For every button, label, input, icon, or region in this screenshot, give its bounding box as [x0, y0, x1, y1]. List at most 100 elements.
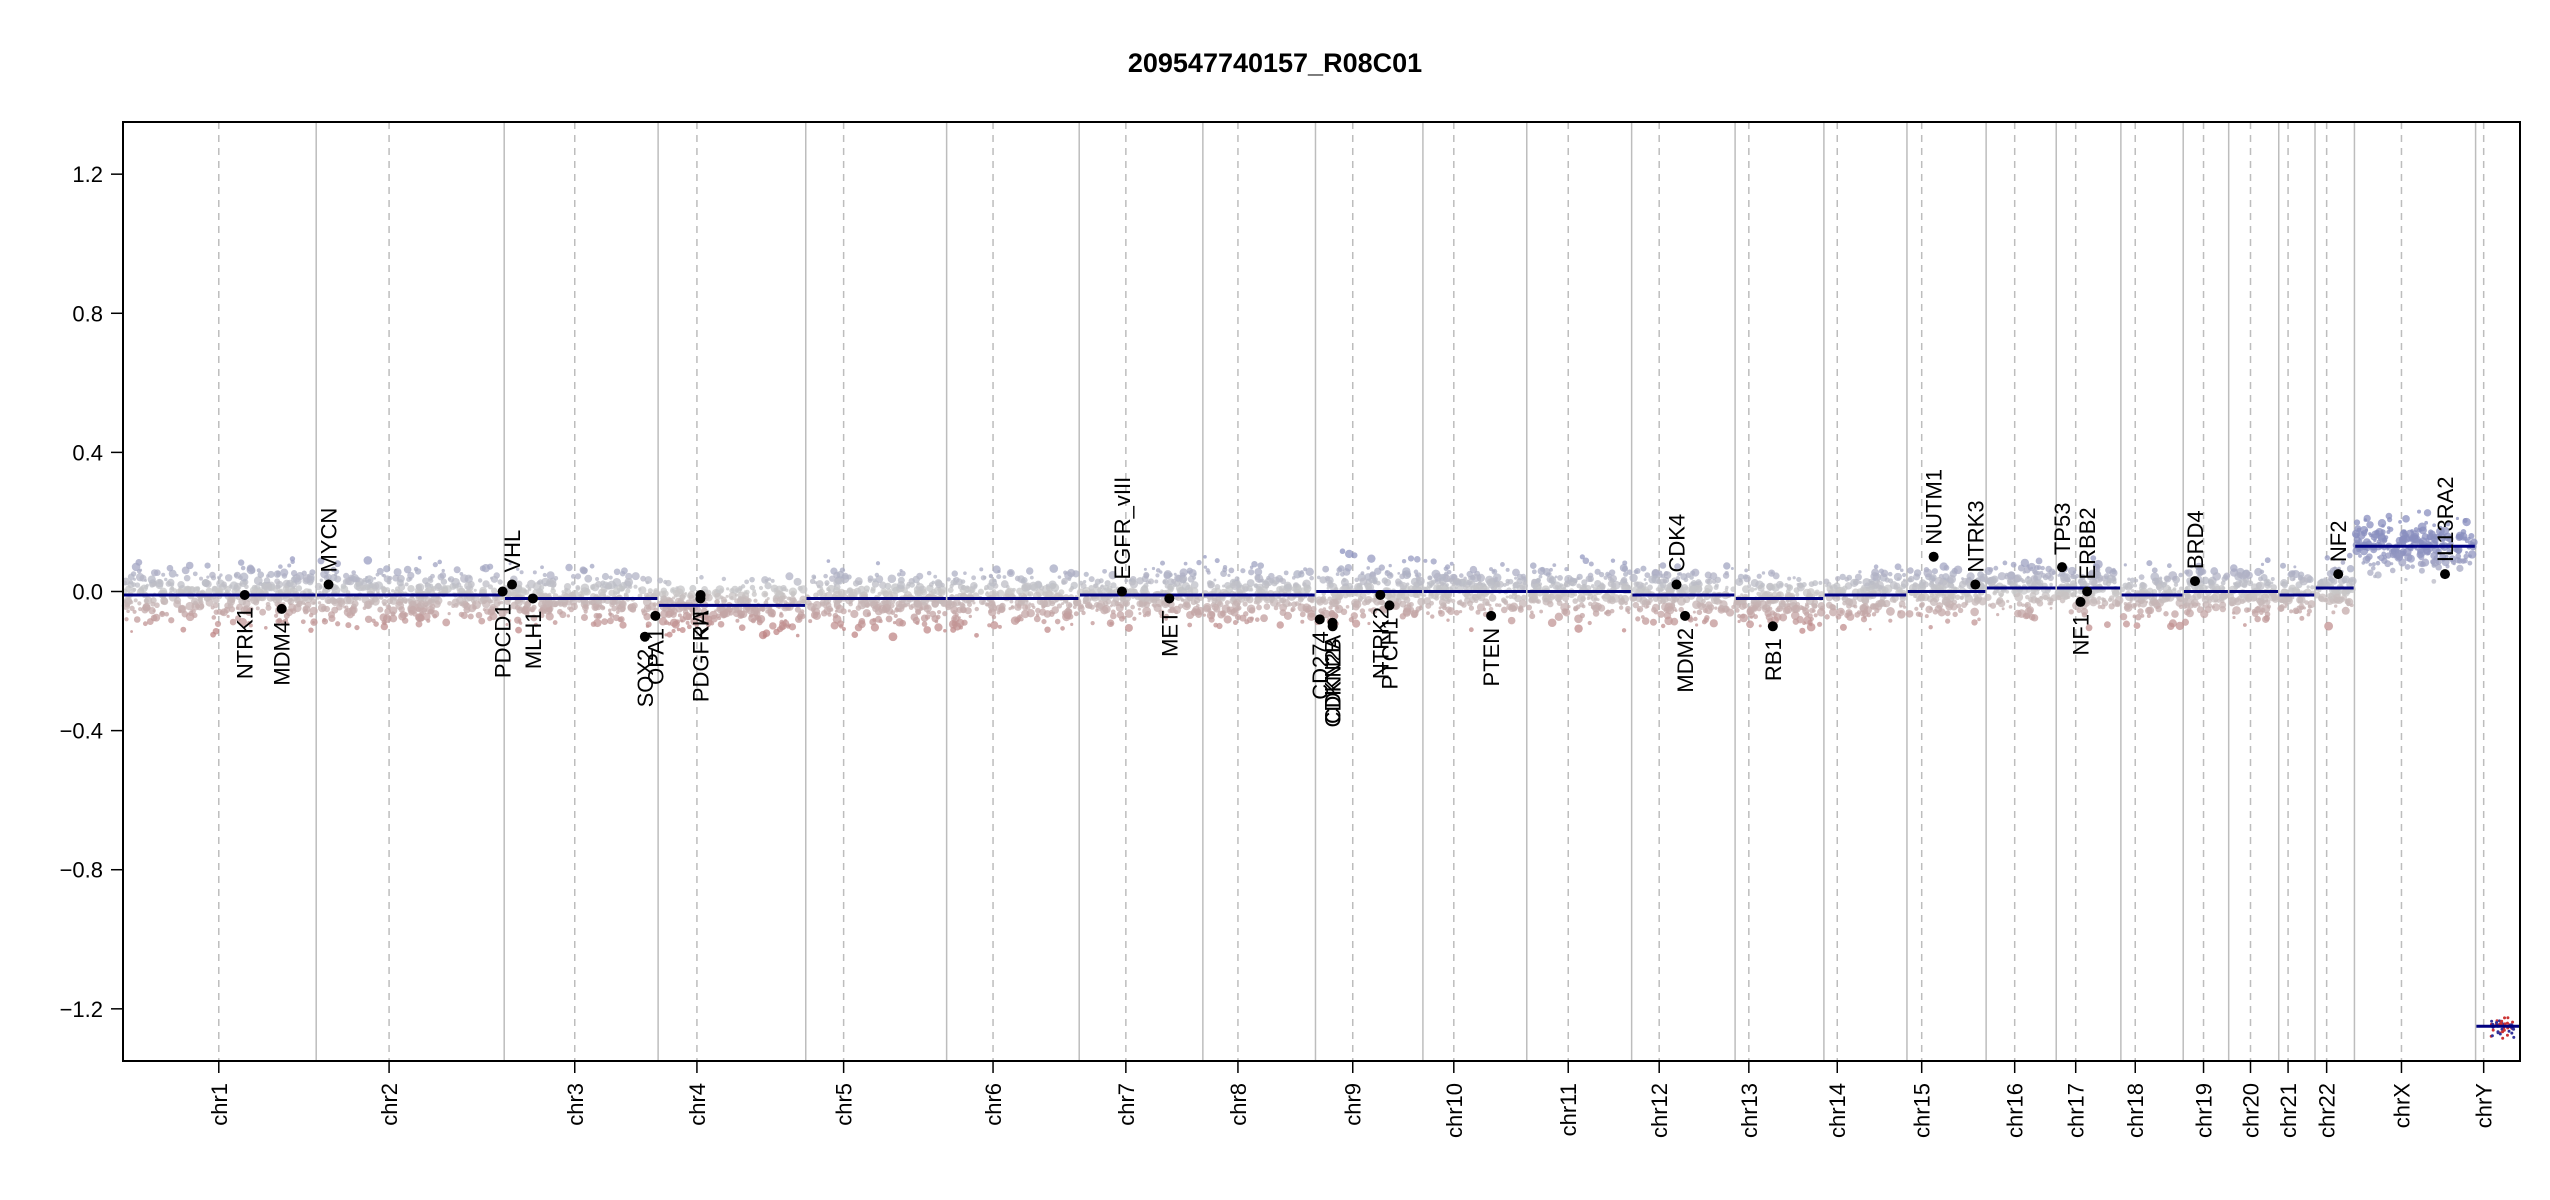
probe-point [1300, 619, 1305, 624]
probe-point [1360, 571, 1365, 576]
probe-point [177, 580, 185, 589]
probe-point [1061, 577, 1068, 585]
probe-point [2302, 590, 2307, 594]
probe-point [2398, 520, 2402, 524]
probe-point [1905, 610, 1914, 618]
probe-point [2133, 622, 2141, 629]
probe-point [1887, 571, 1893, 577]
probe-point [1530, 595, 1537, 601]
probe-point [1609, 608, 1615, 614]
probe-point [2030, 614, 2039, 622]
probe-point [665, 610, 673, 619]
probe-point [2346, 565, 2355, 573]
probe-point [1531, 569, 1537, 575]
probe-point [2021, 579, 2026, 584]
probe-point [1529, 562, 1537, 569]
probe-point [226, 614, 230, 618]
probe-point [841, 627, 846, 632]
probe-point [737, 609, 743, 616]
probe-point [1574, 624, 1583, 633]
probe-point [1371, 576, 1378, 583]
probe-point [1203, 555, 1207, 559]
probe-point [2282, 597, 2287, 602]
probe-point [1187, 622, 1193, 628]
probe-point [217, 575, 222, 580]
probe-point [1469, 565, 1478, 574]
probe-point [607, 617, 614, 625]
probe-point [726, 587, 730, 591]
probe-point [1618, 597, 1626, 605]
probe-point [1174, 595, 1179, 601]
probe-point [1305, 567, 1314, 576]
probe-point [1645, 604, 1650, 609]
probe-point [127, 573, 135, 581]
probe-point [570, 602, 578, 611]
probe-point [918, 586, 922, 590]
probe-point [2123, 563, 2127, 567]
probe-point [885, 615, 893, 623]
probe-point [1399, 582, 1408, 590]
probe-point [1758, 624, 1762, 628]
probe-point [611, 605, 618, 612]
probe-point [1893, 582, 1901, 590]
probe-point [390, 611, 396, 617]
probe-point [987, 601, 996, 610]
probe-point [289, 556, 296, 562]
probe-point [422, 612, 431, 621]
probe-point [825, 582, 829, 587]
probe-point [882, 590, 889, 597]
probe-point [2373, 538, 2377, 543]
probe-point [931, 580, 936, 585]
probe-point [546, 571, 555, 580]
probe-point [1466, 600, 1473, 607]
probe-point [1588, 561, 1594, 567]
probe-point [308, 627, 314, 633]
probe-point [1402, 607, 1412, 616]
probe-point [2467, 560, 2473, 566]
probe-point [846, 574, 852, 580]
probe-point [344, 605, 349, 610]
probe-point [580, 567, 588, 575]
gene-marker [276, 603, 287, 614]
probe-point [574, 573, 582, 580]
probe-point [746, 598, 752, 603]
probe-point [2501, 1036, 2505, 1040]
probe-point [686, 624, 692, 630]
probe-point [1339, 548, 1346, 555]
probe-point [1008, 607, 1012, 611]
probe-point [610, 599, 617, 606]
probe-point [303, 594, 313, 604]
probe-point [794, 606, 802, 613]
probe-point [1402, 570, 1412, 580]
probe-point [1635, 616, 1641, 622]
probe-point [1163, 613, 1169, 619]
probe-point [1316, 575, 1321, 580]
probe-point [1784, 605, 1793, 614]
probe-point [1293, 570, 1302, 579]
probe-point [1081, 610, 1086, 616]
probe-point [1936, 592, 1942, 598]
probe-point [877, 591, 882, 597]
probe-point [1241, 583, 1250, 592]
probe-point [748, 614, 757, 623]
probe-point [1734, 608, 1740, 613]
probe-point [1636, 606, 1644, 613]
probe-point [1749, 587, 1755, 593]
probe-point [947, 587, 954, 593]
probe-point [575, 585, 581, 590]
probe-point [1446, 578, 1450, 582]
probe-point [132, 587, 137, 592]
probe-point [1542, 567, 1551, 576]
probe-point [1678, 606, 1684, 613]
probe-point [1089, 597, 1094, 601]
probe-point [1973, 592, 1979, 598]
probe-point [2144, 606, 2153, 615]
probe-point [2111, 567, 2116, 573]
probe-point [173, 600, 182, 608]
probe-point [2154, 578, 2160, 584]
probe-point [349, 605, 358, 615]
probe-point [1175, 584, 1184, 593]
probe-point [1770, 610, 1776, 616]
probe-point [308, 612, 314, 618]
probe-point [1202, 613, 1207, 617]
